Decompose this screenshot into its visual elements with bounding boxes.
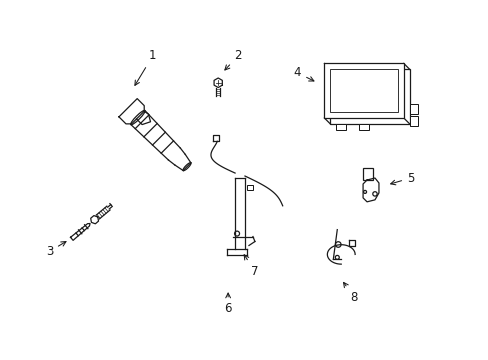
Circle shape [363,190,366,193]
FancyBboxPatch shape [246,185,252,190]
Text: 3: 3 [46,242,66,258]
FancyBboxPatch shape [358,124,368,130]
Text: 6: 6 [224,293,231,315]
FancyBboxPatch shape [409,104,417,114]
FancyBboxPatch shape [324,63,403,118]
Text: 5: 5 [390,171,413,185]
Ellipse shape [183,163,191,171]
Circle shape [234,231,239,236]
FancyBboxPatch shape [362,168,372,180]
Text: 8: 8 [343,283,357,303]
Circle shape [372,192,376,196]
FancyBboxPatch shape [330,69,397,112]
Ellipse shape [130,111,145,125]
Text: 1: 1 [135,49,156,85]
Circle shape [335,242,340,247]
FancyBboxPatch shape [330,69,409,124]
Text: 4: 4 [293,66,313,81]
FancyBboxPatch shape [409,116,417,126]
Text: 2: 2 [224,49,241,70]
FancyBboxPatch shape [336,124,346,130]
Circle shape [335,255,339,260]
Text: 7: 7 [244,255,258,278]
